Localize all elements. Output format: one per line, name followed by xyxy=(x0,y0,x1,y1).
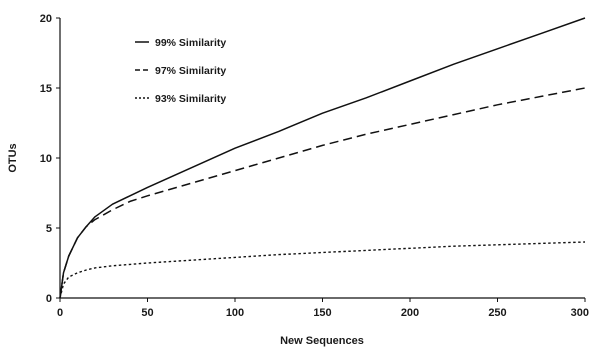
y-tick-label: 0 xyxy=(46,293,52,305)
y-tick-label: 15 xyxy=(40,83,52,95)
series-line-1 xyxy=(59,17,586,299)
x-tick-label: 50 xyxy=(141,307,153,319)
y-tick-label: 20 xyxy=(40,13,52,25)
x-tick-label: 150 xyxy=(313,307,331,319)
x-tick-label: 300 xyxy=(571,307,589,319)
legend-label-1: 99% Similarity xyxy=(155,37,226,49)
plot-lines xyxy=(59,17,586,299)
x-axis-title: New Sequences xyxy=(280,335,364,347)
y-axis-title: OTUs xyxy=(7,143,19,172)
series-line-2 xyxy=(59,87,586,299)
series-line-3 xyxy=(59,241,586,299)
legend: 99% Similarity 97% Similarity 93% Similari… xyxy=(135,37,226,105)
x-tick-label: 250 xyxy=(488,307,506,319)
axes xyxy=(59,18,585,299)
x-tick-label: 200 xyxy=(401,307,419,319)
x-tick-label: 0 xyxy=(57,307,63,319)
legend-label-3: 93% Similarity xyxy=(155,93,226,105)
legend-label-2: 97% Similarity xyxy=(155,65,226,77)
x-tick-label: 100 xyxy=(226,307,244,319)
y-tick-label: 5 xyxy=(46,223,52,235)
y-tick-label: 10 xyxy=(40,153,52,165)
